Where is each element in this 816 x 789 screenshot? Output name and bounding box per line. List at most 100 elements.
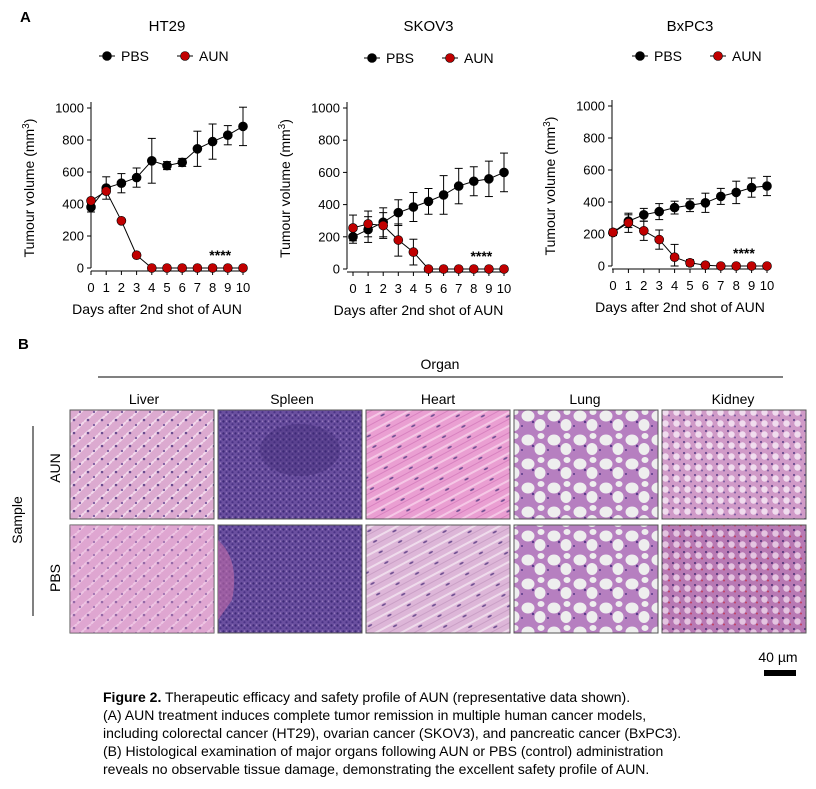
panel-b-label: B bbox=[18, 336, 29, 353]
y-tick-label: 0 bbox=[333, 262, 340, 277]
chart-title: BxPC3 bbox=[667, 18, 714, 35]
tile-lung-aun bbox=[513, 409, 659, 520]
data-point-pbs bbox=[669, 202, 680, 213]
legend-label-aun: AUN bbox=[732, 48, 762, 64]
data-point-pbs bbox=[468, 176, 479, 187]
data-point-aun bbox=[762, 261, 772, 271]
x-tick-label: 8 bbox=[733, 278, 740, 293]
legend-marker-pbs bbox=[367, 53, 377, 63]
x-tick-label: 0 bbox=[87, 280, 94, 295]
x-tick-label: 10 bbox=[236, 280, 250, 295]
data-point-aun bbox=[192, 263, 203, 273]
y-axis-label-sup: 3 bbox=[21, 123, 32, 129]
tile-spleen-pbs bbox=[217, 524, 363, 634]
data-point-aun bbox=[86, 196, 96, 206]
data-point-pbs bbox=[499, 167, 509, 178]
tile-kidney-pbs bbox=[661, 524, 807, 634]
y-tick-label: 200 bbox=[583, 227, 605, 242]
data-point-pbs bbox=[484, 174, 494, 184]
y-axis-label-text: Tumour volume (mm bbox=[542, 127, 558, 256]
data-point-pbs bbox=[147, 156, 157, 166]
data-point-aun bbox=[131, 250, 142, 260]
caption-line-3: (B) Histological examination of major or… bbox=[103, 743, 664, 759]
organ-title: Organ bbox=[421, 356, 460, 372]
data-point-aun bbox=[669, 252, 680, 263]
data-point-aun bbox=[207, 263, 218, 273]
data-point-pbs bbox=[638, 210, 649, 220]
x-tick-label: 1 bbox=[103, 280, 110, 295]
x-tick-label: 0 bbox=[349, 281, 356, 296]
y-tick-label: 800 bbox=[318, 133, 340, 148]
caption-line-4: reveals no observable tissue damage, dem… bbox=[103, 761, 650, 777]
panel-a-label: A bbox=[20, 9, 31, 26]
y-tick-label: 400 bbox=[62, 197, 84, 212]
y-axis-label-text: Tumour volume (mm bbox=[21, 129, 37, 258]
legend-label-aun: AUN bbox=[464, 50, 494, 66]
data-point-pbs bbox=[116, 178, 127, 188]
legend-label-pbs: PBS bbox=[386, 50, 414, 66]
y-tick-label: 0 bbox=[598, 259, 605, 274]
scale-bar bbox=[764, 670, 796, 676]
significance-label: **** bbox=[733, 245, 755, 261]
tile-heart-aun bbox=[365, 409, 511, 520]
y-axis-label-close: ) bbox=[542, 117, 558, 122]
tile-lung-pbs bbox=[513, 524, 659, 634]
data-point-aun bbox=[147, 263, 157, 273]
x-tick-label: 6 bbox=[179, 280, 186, 295]
data-point-pbs bbox=[207, 136, 218, 147]
data-point-pbs bbox=[700, 198, 711, 208]
y-axis-label-sup: 3 bbox=[542, 121, 553, 127]
data-point-pbs bbox=[731, 187, 742, 198]
data-point-aun bbox=[623, 218, 634, 228]
significance-label: **** bbox=[209, 247, 231, 263]
organ-label-liver: Liver bbox=[129, 391, 160, 407]
data-point-aun bbox=[438, 264, 449, 274]
data-point-pbs bbox=[438, 190, 449, 200]
significance-label: **** bbox=[470, 248, 492, 264]
scale-bar-label: 40 µm bbox=[758, 649, 797, 665]
organ-label-heart: Heart bbox=[421, 391, 455, 407]
y-tick-label: 1000 bbox=[576, 99, 605, 114]
sample-label-aun: AUN bbox=[47, 453, 63, 483]
data-point-aun bbox=[453, 264, 464, 274]
y-tick-label: 200 bbox=[62, 229, 84, 244]
caption-line-2: including colorectal cancer (HT29), ovar… bbox=[103, 725, 682, 741]
data-point-pbs bbox=[423, 196, 434, 207]
x-tick-label: 6 bbox=[440, 281, 447, 296]
caption-title-rest: Therapeutic efficacy and safety profile … bbox=[161, 689, 631, 705]
x-tick-label: 8 bbox=[470, 281, 477, 296]
data-point-aun bbox=[499, 264, 509, 274]
y-tick-label: 0 bbox=[77, 261, 84, 276]
organ-label-spleen: Spleen bbox=[270, 391, 314, 407]
y-tick-label: 800 bbox=[62, 133, 84, 148]
x-tick-label: 7 bbox=[455, 281, 462, 296]
y-axis-label-close: ) bbox=[21, 119, 37, 124]
y-tick-label: 600 bbox=[583, 163, 605, 178]
data-point-aun bbox=[101, 186, 111, 196]
data-point-pbs bbox=[131, 172, 142, 183]
y-axis-label-close: ) bbox=[277, 119, 293, 124]
legend-marker-aun bbox=[713, 51, 723, 61]
data-point-pbs bbox=[762, 181, 772, 191]
sample-title: Sample bbox=[9, 496, 25, 544]
data-point-aun bbox=[408, 247, 419, 257]
y-tick-label: 600 bbox=[62, 165, 84, 180]
data-point-aun bbox=[608, 227, 618, 238]
caption-line-1: (A) AUN treatment induces complete tumor… bbox=[103, 707, 647, 723]
chart-title: SKOV3 bbox=[403, 18, 453, 35]
data-point-aun bbox=[654, 234, 665, 245]
x-tick-label: 3 bbox=[656, 278, 663, 293]
data-point-pbs bbox=[223, 130, 233, 140]
tile-liver-aun bbox=[69, 409, 215, 520]
x-tick-label: 6 bbox=[702, 278, 709, 293]
chart-bxpc3: BxPC3 PBS AUN 0 200 400 600 800 1000 Tumour volum… bbox=[542, 18, 774, 315]
x-tick-label: 10 bbox=[760, 278, 774, 293]
x-tick-label: 9 bbox=[748, 278, 755, 293]
x-tick-label: 9 bbox=[485, 281, 492, 296]
data-point-aun bbox=[700, 260, 711, 271]
x-tick-label: 4 bbox=[148, 280, 155, 295]
y-tick-label: 400 bbox=[583, 195, 605, 210]
data-point-aun bbox=[423, 264, 434, 274]
